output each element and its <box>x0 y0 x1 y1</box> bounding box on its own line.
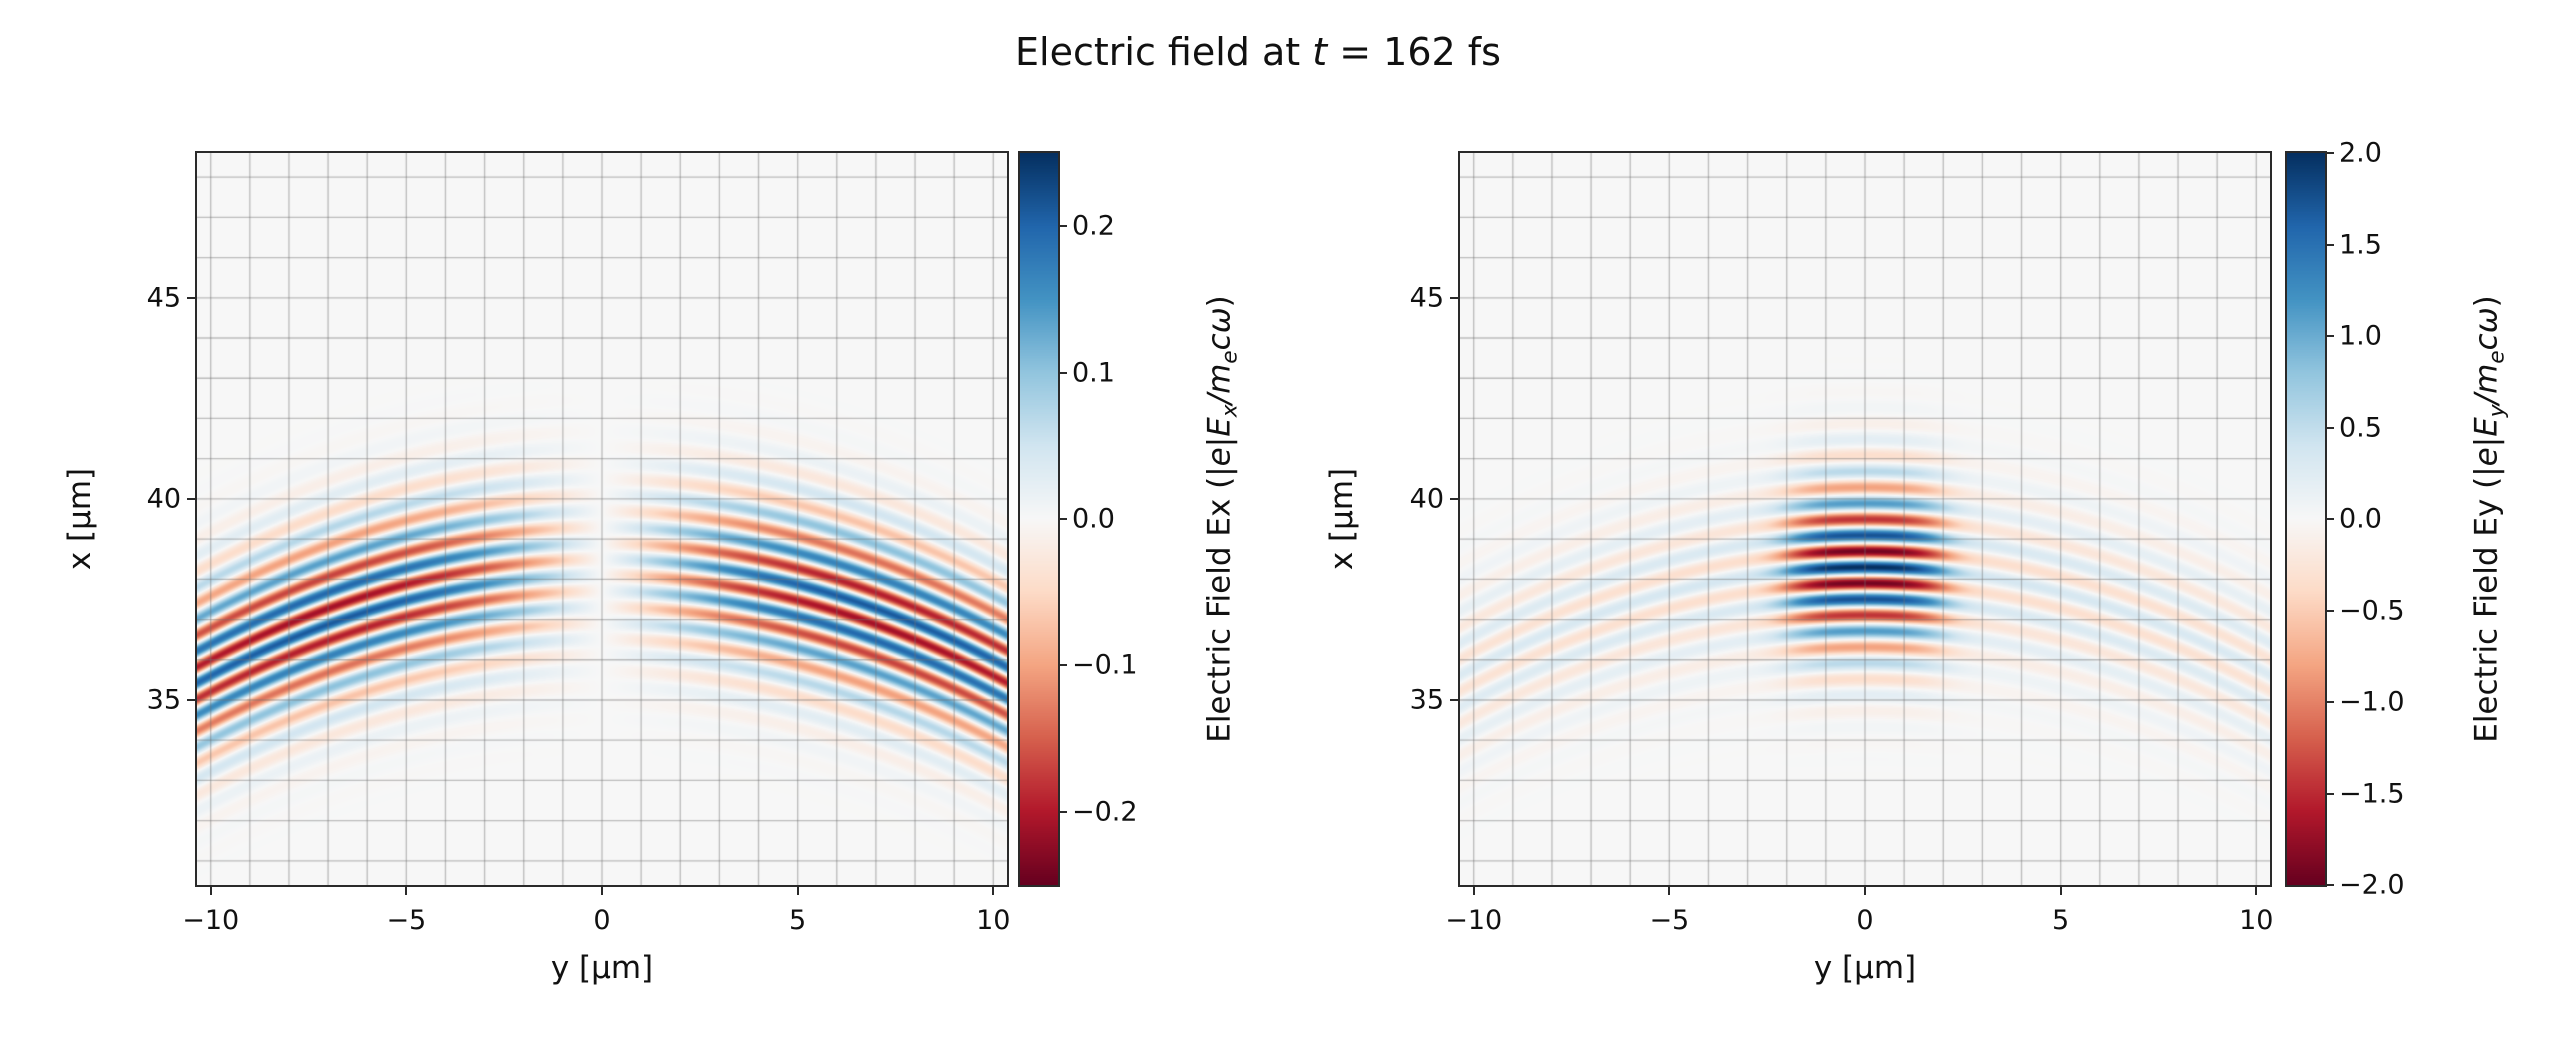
y-tick-label: 35 <box>1409 684 1444 716</box>
y-axis-label-ex: x [μm] <box>62 467 98 571</box>
cbar-ex-math1: |e|E <box>1201 417 1238 477</box>
x-tick-mark <box>601 885 603 895</box>
colorbar-tick-mark <box>1058 225 1067 228</box>
colorbar-tick-mark <box>2325 609 2334 612</box>
colorbar-tick-label: 0.5 <box>2339 412 2382 443</box>
x-tick-label: 10 <box>2239 905 2274 936</box>
title-pre: Electric field at <box>1015 30 1313 74</box>
x-tick-mark <box>1668 885 1671 895</box>
colorbar-tick-label: 0.0 <box>2339 503 2382 535</box>
colorbar-tick-mark <box>2325 243 2334 246</box>
colorbar-tick-label: 1.5 <box>2339 229 2382 260</box>
colorbar-ey <box>2285 151 2327 887</box>
colorbar-tick-label: −2.0 <box>2339 869 2405 901</box>
colorbar-tick-mark <box>1058 664 1067 667</box>
x-tick-label: 0 <box>593 905 611 936</box>
colorbar-tick-mark <box>2325 884 2334 886</box>
x-tick-label: −10 <box>182 905 240 936</box>
heatmap-ex <box>197 153 1007 885</box>
cbar-ey-text: Electric Field Ey ( <box>2468 476 2505 743</box>
cbar-ey-math1: |e|E <box>2468 417 2505 477</box>
colorbar-tick-mark <box>2325 518 2334 520</box>
colorbar-tick-label: −0.5 <box>2339 595 2405 626</box>
colorbar-tick-label: 0.0 <box>1072 503 1115 535</box>
cbar-ex-sub2: e <box>1217 350 1243 364</box>
y-tick-label: 45 <box>1409 282 1444 314</box>
colorbar-tick-label: 1.0 <box>2339 320 2382 352</box>
colorbar-tick-label: −0.1 <box>1072 649 1138 681</box>
y-tick-label: 40 <box>1409 483 1444 515</box>
cbar-ex-math2: /m <box>1201 363 1238 405</box>
x-tick-label: −5 <box>1649 905 1690 936</box>
x-tick-mark <box>992 885 995 895</box>
x-tick-label: 10 <box>976 905 1011 936</box>
cbar-ey-math3: cω <box>2468 307 2505 351</box>
cbar-ex-close: ) <box>1201 295 1238 308</box>
colorbar-tick-label: −0.2 <box>1072 796 1138 828</box>
x-tick-label: −5 <box>386 905 427 936</box>
colorbar-tick-mark <box>1058 810 1067 813</box>
x-tick-mark <box>2059 885 2062 895</box>
colorbar-tick-label: 0.1 <box>1072 357 1115 389</box>
colorbar-tick-label: 2.0 <box>2339 137 2382 169</box>
title-variable: t <box>1312 30 1328 74</box>
x-tick-mark <box>1864 885 1866 895</box>
x-tick-mark <box>209 885 212 895</box>
x-axis-label-ey: y [μm] <box>1813 950 1917 986</box>
y-tick-mark <box>1450 497 1460 500</box>
x-axis-label-ex: y [μm] <box>550 950 654 986</box>
cbar-ex-text: Electric Field Ex ( <box>1201 476 1238 743</box>
colorbar-tick-mark <box>2325 426 2334 429</box>
colorbar-ex <box>1018 151 1060 887</box>
colorbar-label-ex: Electric Field Ex (|e|Ex/mecω) <box>1201 295 1242 743</box>
y-tick-mark <box>187 497 197 500</box>
x-tick-mark <box>2255 885 2258 895</box>
colorbar-tick-mark <box>2325 792 2334 795</box>
cbar-ey-sub2: e <box>2484 350 2510 364</box>
colorbar-tick-label: 0.2 <box>1072 210 1115 242</box>
colorbar-tick-label: −1.0 <box>2339 686 2405 718</box>
y-tick-mark <box>1450 296 1460 299</box>
y-tick-label: 45 <box>146 282 181 314</box>
x-tick-label: 5 <box>2052 905 2070 936</box>
y-tick-label: 40 <box>146 483 181 515</box>
colorbar-gradient-ey <box>2287 153 2325 885</box>
y-tick-mark <box>1450 698 1460 701</box>
colorbar-gradient-ex <box>1020 153 1058 885</box>
x-tick-label: 5 <box>789 905 807 936</box>
x-tick-mark <box>405 885 408 895</box>
colorbar-tick-mark <box>2325 335 2334 337</box>
colorbar-tick-mark <box>2325 152 2334 154</box>
y-tick-mark <box>187 296 197 299</box>
y-tick-label: 35 <box>146 684 181 716</box>
colorbar-tick-mark <box>2325 701 2334 703</box>
cbar-ey-close: ) <box>2468 295 2505 308</box>
cbar-ey-sub1: y <box>2484 404 2510 418</box>
x-tick-label: −10 <box>1445 905 1503 936</box>
cbar-ex-sub1: x <box>1217 404 1243 418</box>
colorbar-tick-mark <box>1058 371 1067 374</box>
axes-ey <box>1458 151 2272 887</box>
x-tick-mark <box>796 885 799 895</box>
figure-title: Electric field at t = 162 fs <box>1015 30 1501 74</box>
y-tick-mark <box>187 698 197 701</box>
cbar-ey-math2: /m <box>2468 363 2505 405</box>
x-tick-mark <box>1472 885 1475 895</box>
cbar-ex-math3: cω <box>1201 307 1238 351</box>
x-tick-label: 0 <box>1856 905 1874 936</box>
colorbar-label-ey: Electric Field Ey (|e|Ey/mecω) <box>2468 295 2509 743</box>
heatmap-ey <box>1460 153 2270 885</box>
y-axis-label-ey: x [μm] <box>1324 467 1360 571</box>
title-post: = 162 fs <box>1327 30 1501 74</box>
colorbar-tick-mark <box>1058 518 1067 520</box>
colorbar-tick-label: −1.5 <box>2339 778 2405 809</box>
axes-ex <box>195 151 1009 887</box>
